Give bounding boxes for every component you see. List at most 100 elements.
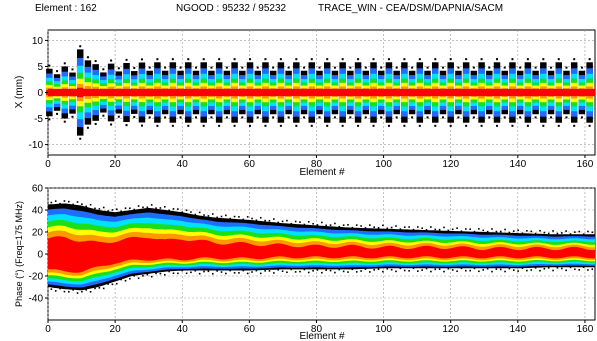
particle-dot <box>303 116 306 119</box>
particle-dot <box>264 124 267 127</box>
particle-dot <box>417 270 419 272</box>
particle-dot <box>187 58 190 61</box>
x-tick-label: 0 <box>45 159 51 170</box>
particle-dot <box>526 58 529 61</box>
particle-dot <box>310 124 313 127</box>
particle-dot <box>329 269 332 272</box>
particle-dot <box>560 232 563 234</box>
particle-dot <box>412 228 415 231</box>
particle-dot <box>171 124 174 127</box>
x-tick-label: 60 <box>244 159 256 170</box>
particle-dot <box>156 58 159 61</box>
particle-dot <box>207 215 210 217</box>
particle-dot <box>54 200 57 202</box>
particle-dot <box>318 116 321 119</box>
particle-dot <box>111 283 114 286</box>
particle-dot <box>441 66 444 69</box>
particle-dot <box>98 208 101 210</box>
particle-dot <box>155 207 157 209</box>
particle-dot <box>238 216 240 218</box>
particle-dot <box>194 66 197 69</box>
particle-dot <box>473 230 476 233</box>
particle-dot <box>451 228 454 231</box>
particle-dot <box>216 270 218 272</box>
particle-dot <box>86 126 89 129</box>
particle-dot <box>76 292 79 294</box>
particle-dot <box>273 272 275 274</box>
particle-dot <box>387 124 390 127</box>
particle-dot <box>246 272 249 275</box>
particle-dot <box>255 219 258 222</box>
particle-dot <box>469 228 471 231</box>
particle-dot <box>268 220 271 222</box>
particle-dot <box>194 213 197 216</box>
particle-dot <box>220 271 223 273</box>
particle-dot <box>59 287 61 290</box>
particle-dot <box>472 66 475 69</box>
particle-dot <box>220 215 223 218</box>
particle-dot <box>557 124 560 127</box>
particle-dot <box>543 231 546 234</box>
particle-dot <box>574 231 576 233</box>
particle-dot <box>512 230 515 232</box>
particle-dot <box>115 208 118 211</box>
particle-dot <box>573 58 576 61</box>
particle-dot <box>50 201 53 204</box>
particle-dot <box>179 66 182 69</box>
x-tick-label: 60 <box>244 324 256 335</box>
x-tick-label: 80 <box>311 159 323 170</box>
particle-dot <box>457 66 460 69</box>
particle-dot <box>329 224 332 226</box>
particle-dot <box>447 267 450 270</box>
x-tick-label: 120 <box>442 159 459 170</box>
particle-dot <box>264 58 267 61</box>
particle-dot <box>565 269 567 272</box>
particle-dot <box>390 268 393 271</box>
particle-dot <box>504 228 506 231</box>
particle-dot <box>526 124 529 127</box>
particle-dot <box>364 116 367 119</box>
particle-dot <box>512 269 515 271</box>
particle-dot <box>403 124 406 127</box>
particle-dot <box>334 222 336 225</box>
particle-dot <box>480 58 483 61</box>
particle-dot <box>373 226 375 228</box>
particle-dot <box>142 206 144 209</box>
particle-dot <box>552 269 554 272</box>
particle-dot <box>203 270 205 273</box>
particle-dot <box>194 269 197 272</box>
particle-dot <box>539 229 541 232</box>
particle-dot <box>380 66 383 69</box>
particle-dot <box>218 124 221 127</box>
chart-phase-envelope: -40 -20 0 20 40 60 0 20 40 60 80 100 120 140 160 Elem… <box>14 184 596 341</box>
particle-dot <box>210 116 213 119</box>
particle-dot <box>294 271 297 273</box>
particle-dot <box>580 66 583 69</box>
particle-dot <box>403 58 406 61</box>
x-tick-label: 80 <box>311 324 323 335</box>
x-tick-label: 100 <box>375 159 392 170</box>
particle-dot <box>277 269 280 271</box>
particle-dot <box>142 275 144 277</box>
particle-dot <box>430 270 432 273</box>
particle-dot <box>460 230 463 233</box>
particle-dot <box>242 269 245 272</box>
particle-dot <box>457 116 460 119</box>
particle-dot <box>102 287 105 290</box>
particle-dot <box>373 269 375 271</box>
particle-dot <box>264 270 266 272</box>
particle-dot <box>587 269 589 271</box>
particle-dot <box>229 217 232 220</box>
header-ngood: NGOOD : 95232 / 95232 <box>176 3 287 14</box>
particle-dot <box>133 116 136 119</box>
particle-dot <box>482 269 485 271</box>
particle-dot <box>582 266 585 269</box>
particle-dot <box>480 124 483 127</box>
particle-dot <box>465 124 468 127</box>
particle-dot <box>107 210 109 212</box>
particle-dot <box>591 231 594 234</box>
particle-dot <box>129 277 131 280</box>
y-axis-label-bottom: Phase (°) (Freq=175 MHz) <box>14 201 24 307</box>
particle-dot <box>163 206 166 208</box>
particle-dot <box>290 268 293 271</box>
